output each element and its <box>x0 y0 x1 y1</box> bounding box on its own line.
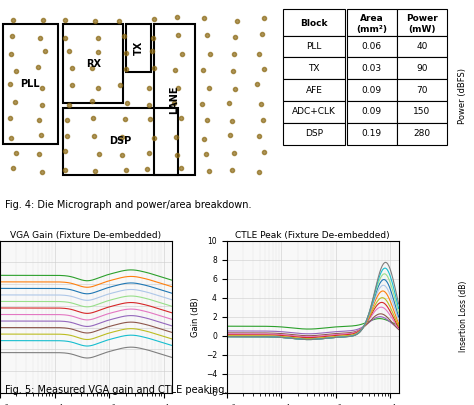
Bar <box>283 58 345 79</box>
Text: Fig. 5: Measured VGA gain and CTLE peaking.: Fig. 5: Measured VGA gain and CTLE peaki… <box>5 385 227 395</box>
Text: Block: Block <box>301 19 328 28</box>
Text: DSP: DSP <box>109 136 132 147</box>
Text: PLL: PLL <box>307 42 322 51</box>
Bar <box>154 24 195 175</box>
Text: DSP: DSP <box>305 129 323 138</box>
Text: 0.19: 0.19 <box>362 129 382 138</box>
Bar <box>126 24 151 72</box>
Bar <box>346 101 397 123</box>
Text: 0.09: 0.09 <box>362 107 382 116</box>
Bar <box>346 79 397 101</box>
Bar <box>63 108 178 175</box>
Bar <box>397 79 447 101</box>
Bar <box>346 123 397 145</box>
Bar <box>283 101 345 123</box>
Text: 280: 280 <box>413 129 430 138</box>
Bar <box>283 36 345 58</box>
Text: Fig. 4: Die Micrograph and power/area breakdown.: Fig. 4: Die Micrograph and power/area br… <box>5 200 251 211</box>
Text: 150: 150 <box>413 107 431 116</box>
Bar <box>346 58 397 79</box>
Bar <box>283 79 345 101</box>
Text: ADC+CLK: ADC+CLK <box>292 107 336 116</box>
Text: Power (dBFS): Power (dBFS) <box>458 68 467 124</box>
Title: CTLE Peak (Fixture De-embedded): CTLE Peak (Fixture De-embedded) <box>236 231 390 240</box>
Text: TX: TX <box>134 41 144 55</box>
Text: 0.09: 0.09 <box>362 85 382 95</box>
Title: VGA Gain (Fixture De-embedded): VGA Gain (Fixture De-embedded) <box>10 231 162 240</box>
Text: Power
(mW): Power (mW) <box>406 14 438 34</box>
Text: Area
(mm²): Area (mm²) <box>356 14 387 34</box>
Text: PLL: PLL <box>20 79 40 89</box>
Text: AFE: AFE <box>306 85 323 95</box>
Text: TX: TX <box>309 64 320 73</box>
Bar <box>283 9 345 36</box>
Text: Insertion Loss (dB): Insertion Loss (dB) <box>459 281 468 352</box>
Y-axis label: Gain (dB): Gain (dB) <box>191 297 200 337</box>
Bar <box>397 123 447 145</box>
Text: 90: 90 <box>416 64 428 73</box>
Bar <box>63 24 123 103</box>
Text: 70: 70 <box>416 85 428 95</box>
Bar <box>397 58 447 79</box>
Bar <box>397 101 447 123</box>
Bar <box>346 36 397 58</box>
Bar <box>397 36 447 58</box>
Text: 0.03: 0.03 <box>362 64 382 73</box>
Text: 0.06: 0.06 <box>362 42 382 51</box>
Text: RX: RX <box>86 59 101 68</box>
Bar <box>346 9 397 36</box>
Text: LANE: LANE <box>169 85 179 114</box>
Bar <box>283 123 345 145</box>
Bar <box>397 9 447 36</box>
Text: 40: 40 <box>416 42 428 51</box>
Bar <box>3 24 57 144</box>
